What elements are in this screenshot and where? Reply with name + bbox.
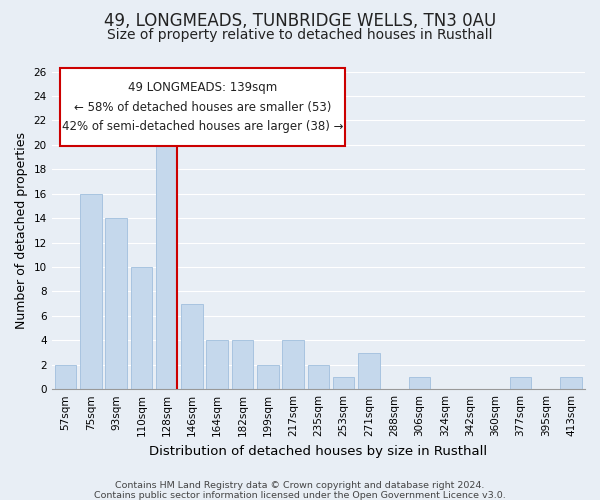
Bar xyxy=(232,340,253,389)
X-axis label: Distribution of detached houses by size in Rusthall: Distribution of detached houses by size … xyxy=(149,444,487,458)
Bar xyxy=(80,194,101,389)
Text: 49 LONGMEADS: 139sqm
← 58% of detached houses are smaller (53)
42% of semi-detac: 49 LONGMEADS: 139sqm ← 58% of detached h… xyxy=(62,81,343,133)
Text: Contains public sector information licensed under the Open Government Licence v3: Contains public sector information licen… xyxy=(94,490,506,500)
Bar xyxy=(131,267,152,389)
Text: 49, LONGMEADS, TUNBRIDGE WELLS, TN3 0AU: 49, LONGMEADS, TUNBRIDGE WELLS, TN3 0AU xyxy=(104,12,496,30)
Text: Size of property relative to detached houses in Rusthall: Size of property relative to detached ho… xyxy=(107,28,493,42)
Bar xyxy=(257,364,278,389)
Y-axis label: Number of detached properties: Number of detached properties xyxy=(15,132,28,329)
Bar xyxy=(409,377,430,389)
Bar xyxy=(283,340,304,389)
Bar xyxy=(181,304,203,389)
Bar xyxy=(358,352,380,389)
FancyBboxPatch shape xyxy=(59,68,345,146)
Bar xyxy=(510,377,531,389)
Bar xyxy=(333,377,355,389)
Bar xyxy=(106,218,127,389)
Bar xyxy=(560,377,582,389)
Bar xyxy=(55,364,76,389)
Text: Contains HM Land Registry data © Crown copyright and database right 2024.: Contains HM Land Registry data © Crown c… xyxy=(115,482,485,490)
Bar xyxy=(308,364,329,389)
Bar xyxy=(206,340,228,389)
Bar xyxy=(156,132,178,389)
